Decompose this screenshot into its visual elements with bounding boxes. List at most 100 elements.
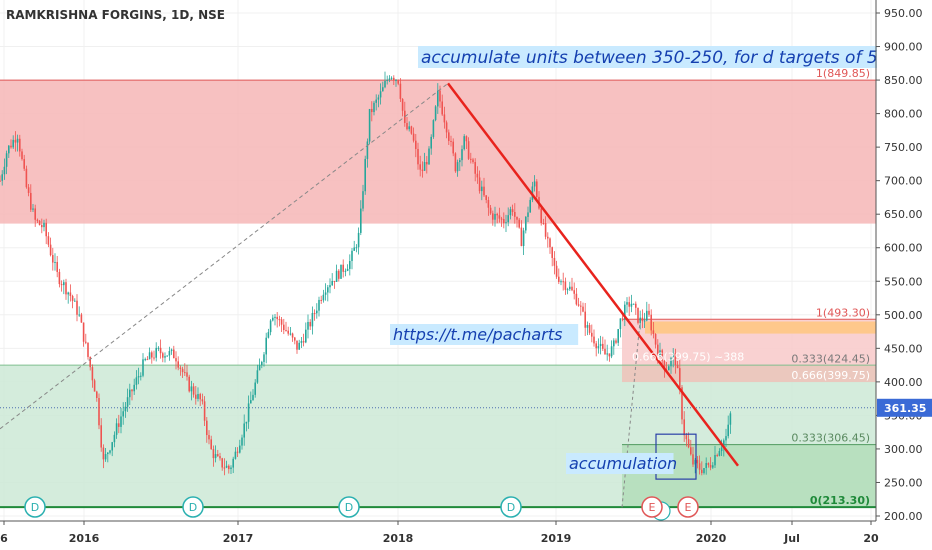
candle-body (467, 141, 470, 159)
accumulation-annotation: accumulation (566, 453, 677, 474)
candle-body (500, 218, 503, 220)
candle-body (43, 222, 45, 228)
candle-body (362, 191, 364, 209)
candle-body (322, 294, 325, 301)
candle-body (355, 247, 358, 249)
candle-body (54, 261, 56, 263)
dividend-circle[interactable] (338, 496, 360, 518)
candle-body (388, 78, 391, 80)
candle-body (36, 219, 39, 221)
candle-body (261, 361, 263, 366)
candle-body (285, 330, 287, 332)
candle-body (283, 324, 285, 331)
candle-body (417, 148, 419, 165)
dividend-circle[interactable] (24, 496, 46, 518)
candlestick-series (0, 71, 732, 476)
tan-zone (622, 365, 876, 383)
candle-body (298, 342, 300, 350)
candle-body (155, 347, 157, 358)
y-tick-label: 600.00 (884, 242, 923, 255)
candle-body (397, 80, 399, 84)
candle-body (175, 358, 177, 362)
fib-label: 0(213.30) (810, 494, 870, 507)
candle-body (527, 212, 529, 217)
earnings-circle[interactable] (641, 496, 663, 518)
candle-body (168, 351, 171, 356)
dividend-marker[interactable]: D (338, 496, 360, 518)
candle-body (445, 122, 448, 133)
candle-body (140, 375, 142, 377)
candle-body (199, 394, 201, 400)
dividend-marker[interactable]: D (24, 496, 46, 518)
candle-body (714, 455, 716, 466)
candle-body (364, 158, 366, 192)
candle-body (632, 303, 635, 305)
earnings-marker[interactable]: E (677, 496, 699, 518)
candle-body (412, 133, 415, 141)
candle-body (192, 386, 195, 395)
candle-body (663, 360, 666, 371)
candle-body (179, 367, 182, 369)
candle-body (676, 365, 679, 369)
candle-body (437, 90, 439, 107)
candle-body (459, 160, 461, 163)
candle-body (206, 420, 208, 436)
candle-body (184, 372, 186, 374)
candle-body (159, 347, 162, 354)
chart-title: RAMKRISHNA FORGINS, 1D, NSE (6, 8, 225, 22)
dividend-circle[interactable] (182, 496, 204, 518)
targets-annotation-text: accumulate units between 350-250, for d … (421, 48, 899, 68)
earnings-marker[interactable]: E (641, 496, 663, 518)
candle-body (509, 209, 512, 216)
candle-body (610, 346, 613, 357)
candle-body (157, 347, 160, 349)
candle-body (536, 181, 538, 197)
candle-body (93, 380, 96, 392)
candle-body (430, 136, 432, 149)
candle-body (439, 90, 441, 102)
candle-body (507, 215, 509, 223)
candle-body (434, 106, 437, 121)
candle-body (375, 99, 377, 103)
dashed-trend-line (0, 83, 449, 430)
dividend-circle[interactable] (500, 496, 522, 518)
candle-body (529, 199, 531, 213)
candle-body (703, 468, 705, 474)
candle-body (41, 224, 43, 228)
candle-body (289, 333, 292, 335)
candle-body (379, 91, 382, 98)
candle-body (78, 314, 80, 316)
candle-body (324, 292, 327, 295)
y-tick-label: 650.00 (884, 208, 923, 221)
candle-body (8, 145, 10, 154)
candle-body (122, 411, 124, 417)
dividend-marker[interactable]: D (500, 496, 522, 518)
candle-body (232, 458, 234, 468)
accumulation-annotation-bg (566, 453, 674, 474)
candle-body (553, 257, 556, 266)
candle-body (395, 80, 397, 82)
candle-body (104, 454, 107, 460)
y-tick-label: 950.00 (884, 7, 923, 20)
fib-label: 0.333(306.45) (791, 432, 870, 445)
candle-body (144, 359, 146, 361)
candle-body (241, 437, 243, 446)
candle-body (588, 325, 591, 333)
x-tick-label: 2020 (696, 532, 727, 545)
candle-body (256, 370, 259, 383)
dividend-marker[interactable]: D (182, 496, 204, 518)
candle-body (188, 376, 190, 392)
fib-label: 1(493.30) (816, 306, 870, 319)
candle-body (628, 302, 630, 307)
candle-body (712, 465, 714, 468)
candle-body (217, 454, 219, 457)
earnings-circle[interactable] (677, 496, 699, 518)
y-tick-label: 750.00 (884, 141, 923, 154)
candle-body (630, 303, 633, 307)
candle-body (344, 270, 347, 272)
candle-body (120, 416, 122, 427)
candle-body (520, 227, 523, 247)
y-tick-label: 500.00 (884, 309, 923, 322)
candle-body (195, 394, 197, 399)
candle-body (511, 209, 514, 212)
